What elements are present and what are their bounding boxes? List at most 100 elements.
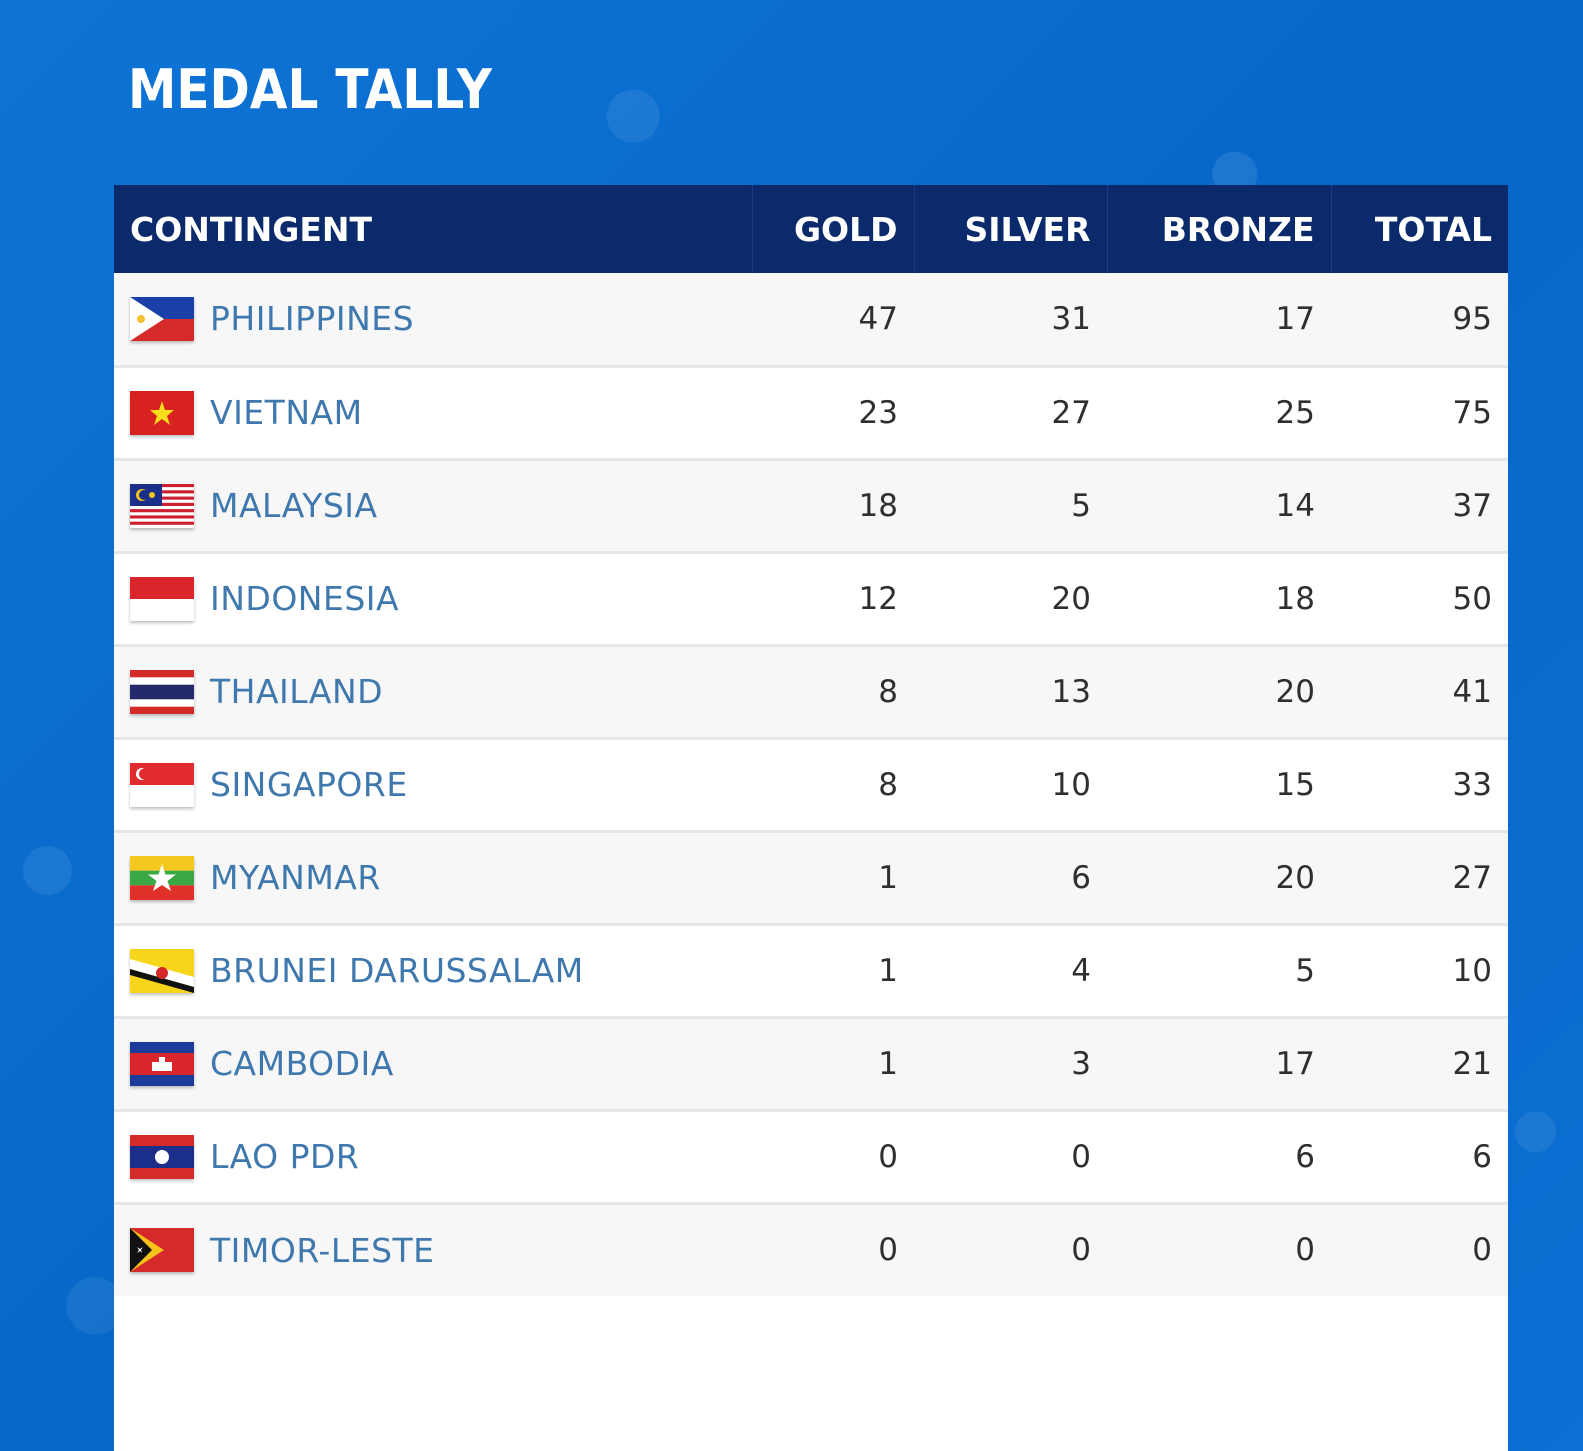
- table-row: MYANMAR 1 6 20 27: [114, 831, 1508, 924]
- country-lao-pdr[interactable]: LAO PDR: [130, 1134, 736, 1179]
- gold-count: 12: [858, 580, 898, 617]
- country-cambodia[interactable]: CAMBODIA: [130, 1041, 736, 1086]
- country-name: TIMOR-LESTE: [210, 1230, 435, 1270]
- malaysia-flag-icon: [130, 483, 194, 528]
- contingent-cell: THAILAND: [114, 645, 752, 738]
- bronze-count: 17: [1275, 300, 1315, 337]
- silver-count: 13: [1051, 673, 1091, 710]
- country-indonesia[interactable]: INDONESIA: [130, 576, 736, 621]
- country-myanmar[interactable]: MYANMAR: [130, 855, 736, 900]
- header-silver: SILVER: [914, 185, 1108, 273]
- table-row: BRUNEI DARUSSALAM 1 4 5 10: [114, 924, 1508, 1017]
- medal-table: CONTINGENT GOLD SILVER BRONZE TOTAL PHIL…: [114, 185, 1508, 1296]
- vietnam-flag-icon: [130, 390, 194, 435]
- silver-count: 0: [1071, 1232, 1091, 1269]
- table-row: TIMOR-LESTE 0 0 0 0: [114, 1203, 1508, 1296]
- gold-count: 1: [878, 859, 898, 896]
- table-row: MALAYSIA 18 5 14 37: [114, 459, 1508, 552]
- silver-count: 4: [1071, 952, 1091, 989]
- contingent-cell: CAMBODIA: [114, 1017, 752, 1110]
- contingent-cell: INDONESIA: [114, 552, 752, 645]
- gold-count: 1: [878, 952, 898, 989]
- table-row: PHILIPPINES 47 31 17 95: [114, 273, 1508, 366]
- silver-count: 10: [1051, 766, 1091, 803]
- table-row: VIETNAM 23 27 25 75: [114, 366, 1508, 459]
- country-philippines[interactable]: PHILIPPINES: [130, 296, 736, 341]
- contingent-cell: SINGAPORE: [114, 738, 752, 831]
- country-thailand[interactable]: THAILAND: [130, 669, 736, 714]
- table-row: SINGAPORE 8 10 15 33: [114, 738, 1508, 831]
- bronze-count: 25: [1275, 394, 1315, 431]
- gold-count: 23: [858, 394, 898, 431]
- bronze-count: 15: [1275, 766, 1315, 803]
- laos-flag-icon: [130, 1134, 194, 1179]
- bronze-count: 5: [1295, 952, 1315, 989]
- header-total: TOTAL: [1374, 209, 1492, 249]
- bronze-count: 18: [1275, 580, 1315, 617]
- brunei-flag-icon: [130, 948, 194, 993]
- total-count: 0: [1472, 1232, 1492, 1269]
- contingent-cell: PHILIPPINES: [114, 273, 752, 366]
- total-count: 50: [1452, 580, 1492, 617]
- bronze-count: 20: [1275, 673, 1315, 710]
- bronze-count: 0: [1295, 1232, 1315, 1269]
- gold-count: 0: [878, 1232, 898, 1269]
- country-name: SINGAPORE: [210, 765, 408, 804]
- contingent-cell: BRUNEI DARUSSALAM: [114, 924, 752, 1017]
- bronze-count: 20: [1275, 859, 1315, 896]
- country-name: PHILIPPINES: [210, 299, 415, 339]
- total-count: 37: [1452, 487, 1492, 524]
- silver-count: 3: [1071, 1045, 1091, 1082]
- table-body: PHILIPPINES 47 31 17 95 VIETNAM 23 27 25 75 MALAYS…: [114, 273, 1508, 1296]
- country-name: BRUNEI DARUSSALAM: [210, 951, 584, 990]
- silver-count: 27: [1051, 394, 1091, 431]
- bronze-count: 14: [1275, 487, 1315, 524]
- header-gold: GOLD: [752, 185, 915, 273]
- country-malaysia[interactable]: MALAYSIA: [130, 483, 736, 528]
- gold-count: 0: [878, 1138, 898, 1175]
- silver-count: 5: [1071, 487, 1091, 524]
- country-timor-leste[interactable]: TIMOR-LESTE: [130, 1228, 736, 1273]
- silver-count: 0: [1071, 1138, 1091, 1175]
- contingent-cell: VIETNAM: [114, 366, 752, 459]
- country-name: MYANMAR: [210, 858, 381, 897]
- total-count: 6: [1472, 1138, 1492, 1175]
- philippines-flag-icon: [130, 296, 194, 341]
- table-row: CAMBODIA 1 3 17 21: [114, 1017, 1508, 1110]
- indonesia-flag-icon: [130, 576, 194, 621]
- total-count: 10: [1452, 952, 1492, 989]
- timor-leste-flag-icon: [130, 1228, 194, 1273]
- silver-count: 31: [1051, 300, 1091, 337]
- silver-count: 20: [1051, 580, 1091, 617]
- total-count: 33: [1452, 766, 1492, 803]
- total-count: 75: [1452, 394, 1492, 431]
- country-name: LAO PDR: [210, 1137, 360, 1176]
- page-title: MEDAL TALLY: [128, 58, 492, 121]
- gold-count: 47: [858, 300, 898, 337]
- country-vietnam[interactable]: VIETNAM: [130, 390, 736, 435]
- gold-count: 18: [858, 487, 898, 524]
- contingent-cell: MYANMAR: [114, 831, 752, 924]
- silver-count: 6: [1071, 859, 1091, 896]
- myanmar-flag-icon: [130, 855, 194, 900]
- table-header: CONTINGENT GOLD SILVER BRONZE TOTAL: [114, 185, 1508, 273]
- total-count: 21: [1452, 1045, 1492, 1082]
- bronze-count: 17: [1275, 1045, 1315, 1082]
- thailand-flag-icon: [130, 669, 194, 714]
- bronze-count: 6: [1295, 1138, 1315, 1175]
- table-row: INDONESIA 12 20 18 50: [114, 552, 1508, 645]
- total-count: 41: [1452, 673, 1492, 710]
- country-singapore[interactable]: SINGAPORE: [130, 762, 736, 807]
- medal-table-panel: CONTINGENT GOLD SILVER BRONZE TOTAL PHIL…: [114, 185, 1508, 1451]
- contingent-cell: LAO PDR: [114, 1110, 752, 1203]
- country-name: INDONESIA: [210, 579, 400, 618]
- contingent-cell: MALAYSIA: [114, 459, 752, 552]
- country-brunei-darussalam[interactable]: BRUNEI DARUSSALAM: [130, 948, 736, 993]
- total-count: 27: [1452, 859, 1492, 896]
- country-name: MALAYSIA: [210, 486, 378, 525]
- gold-count: 1: [878, 1045, 898, 1082]
- singapore-flag-icon: [130, 762, 194, 807]
- total-count: 95: [1452, 300, 1492, 337]
- table-row: LAO PDR 0 0 6 6: [114, 1110, 1508, 1203]
- country-name: THAILAND: [210, 672, 384, 711]
